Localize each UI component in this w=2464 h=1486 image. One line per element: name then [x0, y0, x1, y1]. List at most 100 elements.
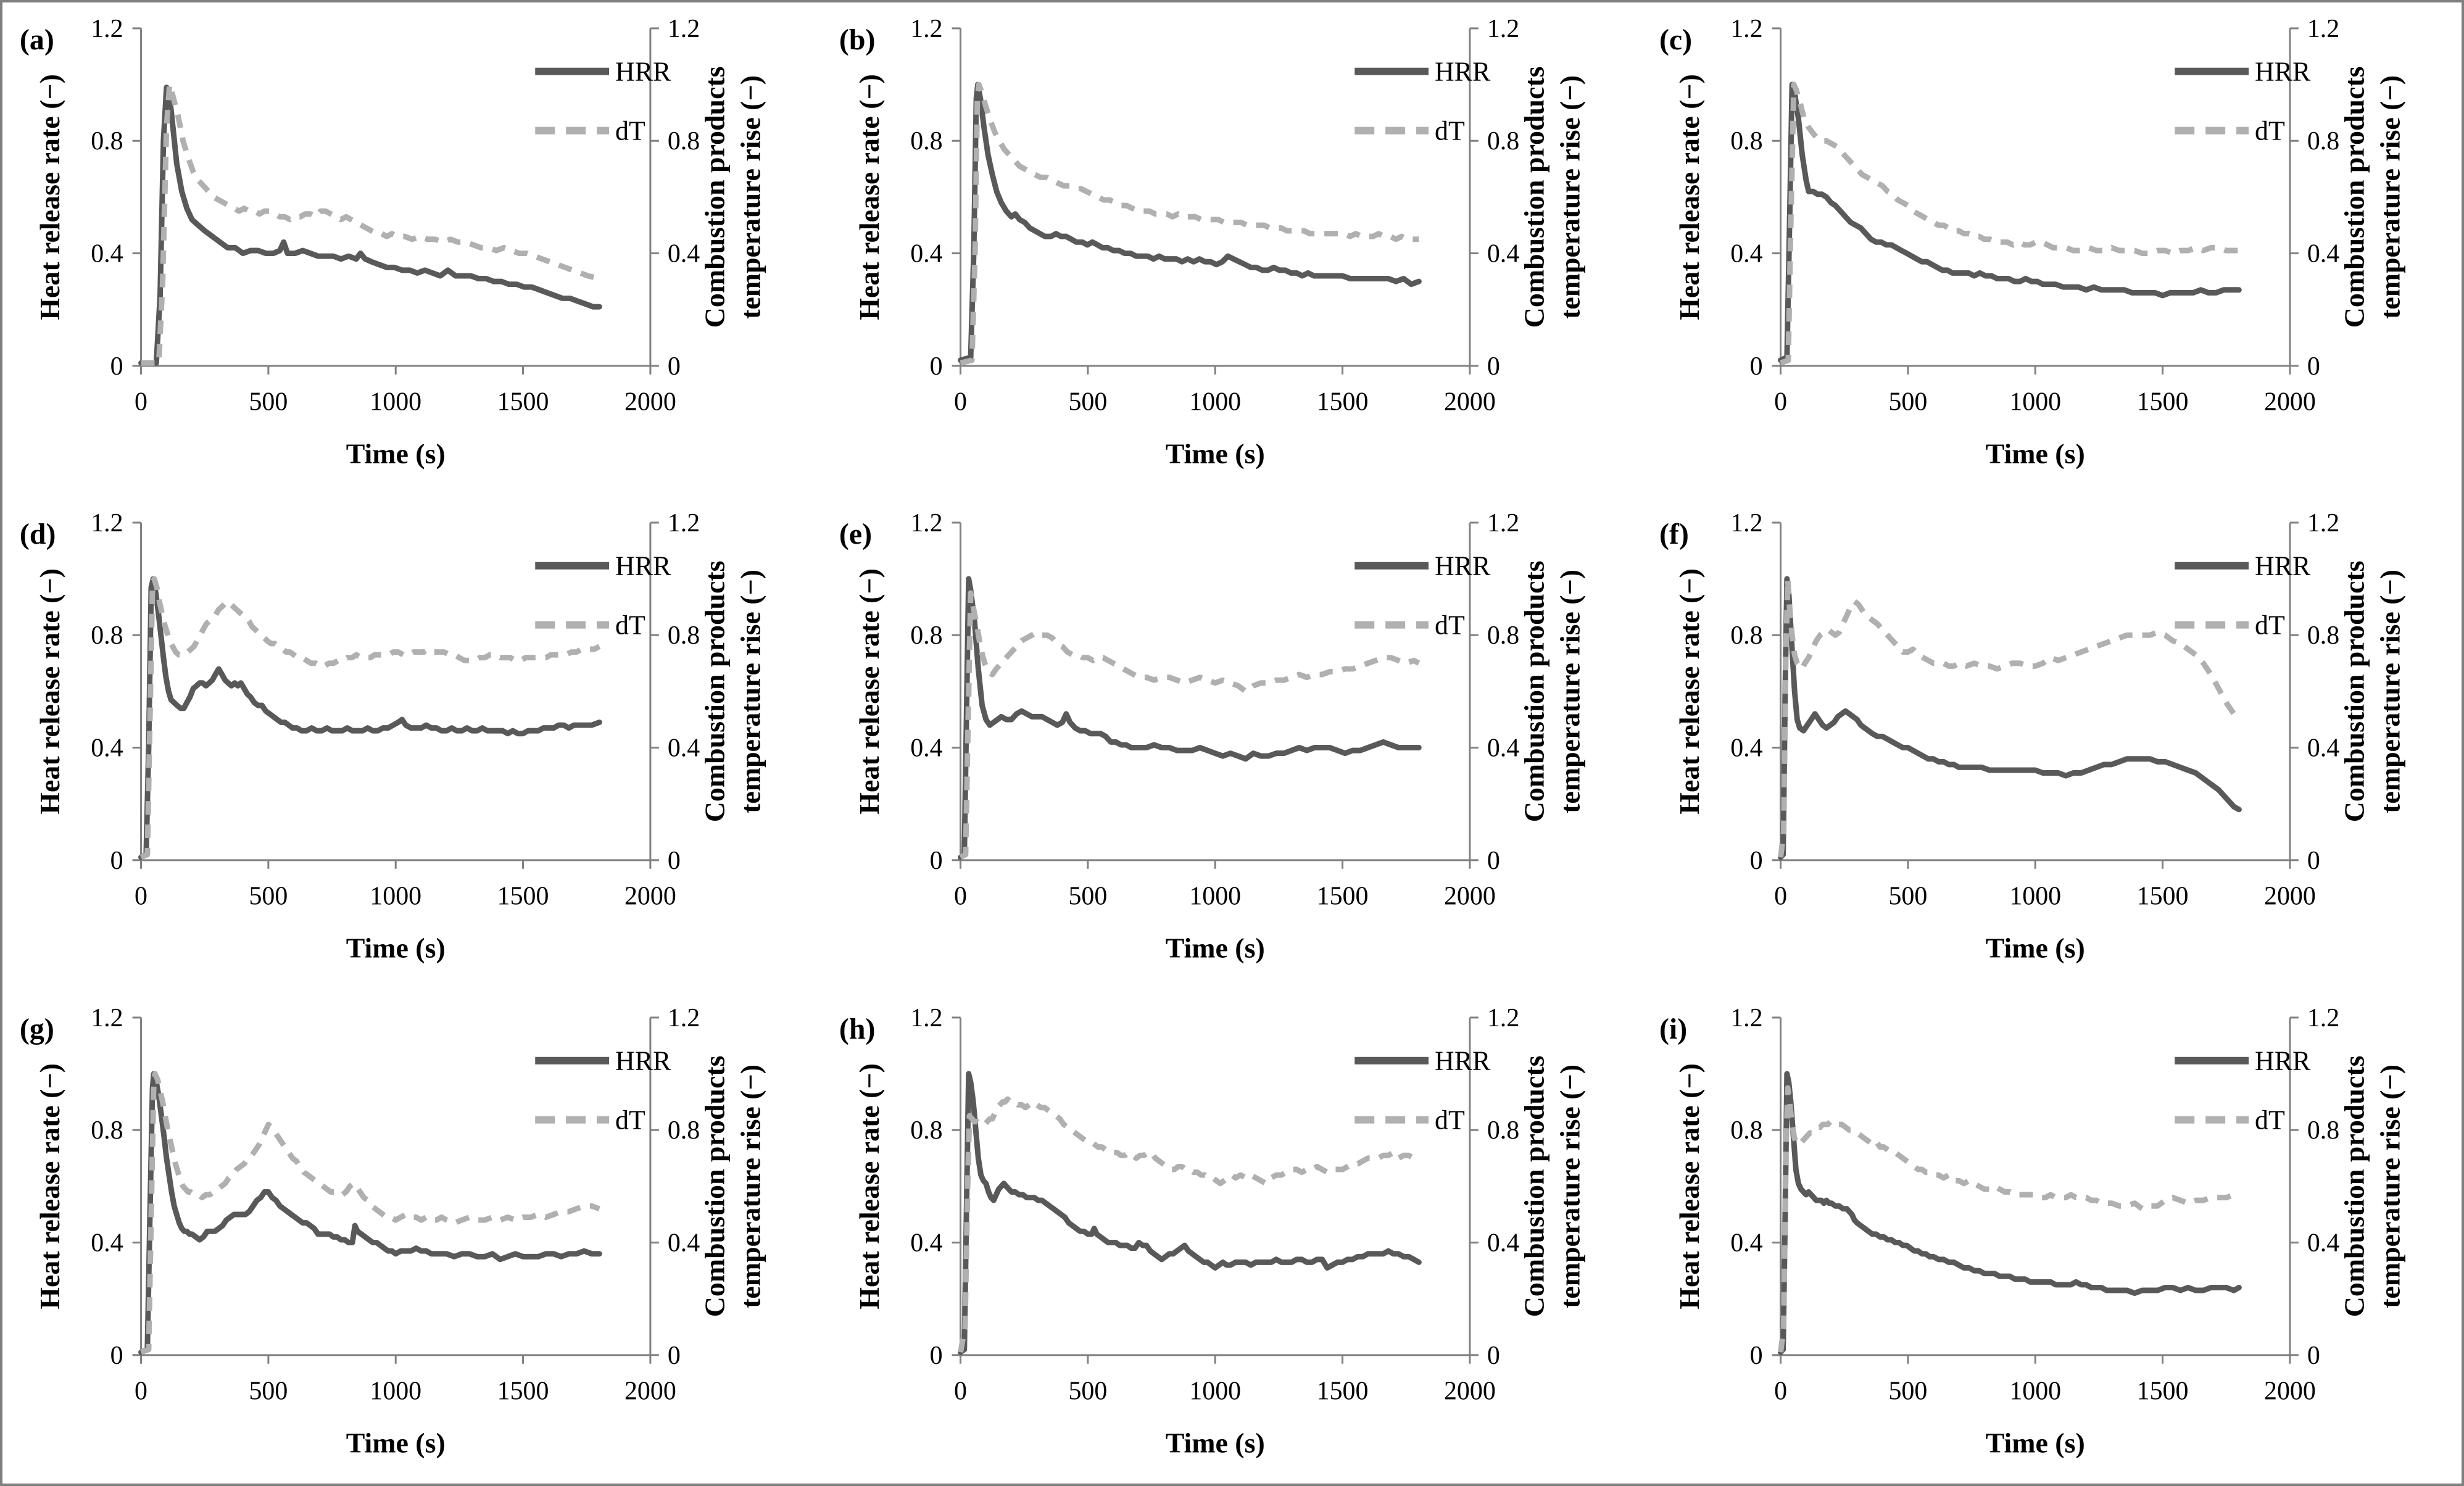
y-tick-label-right: 0.8: [2307, 622, 2339, 650]
x-tick-label: 1500: [1317, 882, 1369, 911]
chart-cell: 0 0 0.4 0.4 0.8 0.8 1.2 1.2 0 500 1000 1500 2000 Time…: [1642, 497, 2462, 991]
x-tick-label: 2000: [1444, 388, 1496, 417]
x-tick-label: 500: [249, 1377, 288, 1405]
legend-hrr-label: HRR: [1435, 57, 1491, 87]
y-tick-label-left: 0.4: [1730, 239, 1762, 268]
y-tick-label-right: 0.4: [668, 239, 700, 268]
subplot-label: (i): [1659, 1013, 1687, 1045]
y-tick-label-right: 0.8: [2307, 127, 2339, 156]
y-tick-label-left: 0: [110, 847, 123, 875]
y-axis-title-right-line2: temperature rise (−): [735, 1065, 766, 1308]
y-tick-label-right: 0: [1487, 1342, 1500, 1370]
y-tick-label-left: 0: [930, 847, 943, 875]
subplot-label: (f): [1659, 518, 1689, 550]
y-tick-label-left: 1.2: [91, 15, 123, 43]
x-tick-label: 0: [135, 1377, 147, 1405]
y-axis-title-right-line2: temperature rise (−): [2374, 1065, 2405, 1308]
y-tick-label-left: 0: [1749, 352, 1762, 381]
x-tick-label: 2000: [2264, 882, 2316, 911]
y-tick-label-left: 1.2: [911, 509, 943, 538]
chart-cell: 0 0 0.4 0.4 0.8 0.8 1.2 1.2 0 500 1000 1500 2000 Time…: [2, 992, 822, 1486]
y-tick-label-right: 0: [668, 1342, 681, 1370]
chart-svg: 0 00.4 0.40.8 0.81.2 1.20 500 1000 1500 2000Time…: [839, 1004, 1586, 1459]
y-axis-title-left: Heat release rate (−): [853, 568, 885, 815]
y-tick-label-right: 0: [2307, 1342, 2320, 1370]
x-tick-label: 1000: [1190, 388, 1242, 417]
chart-cell: 0 0 0.4 0.4 0.8 0.8 1.2 1.2 0 500 1000 1500 2000 Time…: [1642, 2, 2462, 497]
x-tick-label: 500: [1888, 882, 1927, 911]
y-tick-label-right: 0.4: [2307, 1229, 2339, 1257]
y-axis-title-right-line2: temperature rise (−): [1554, 570, 1586, 813]
x-tick-label: 0: [954, 1377, 967, 1405]
y-tick-label-right: 0.8: [668, 127, 700, 156]
y-tick-label-right: 0.4: [2307, 239, 2339, 268]
legend-hrr-label: HRR: [615, 1047, 671, 1076]
hrr-series-line: [958, 81, 1422, 363]
legend-hrr-label: HRR: [2255, 552, 2311, 581]
y-axis-title-right-line1: Combustion products: [1519, 1055, 1550, 1317]
legend-hrr-label: HRR: [2255, 1047, 2311, 1076]
y-axis-title-right-line2: temperature rise (−): [1554, 75, 1586, 319]
x-tick-label: 0: [954, 882, 967, 911]
legend-dt-label: dT: [615, 611, 645, 641]
subplot-label: (d): [20, 518, 56, 550]
x-tick-label: 0: [954, 388, 967, 417]
hrr-series-line: [1777, 81, 2242, 363]
dt-series-line: [141, 81, 600, 366]
x-tick-label: 1500: [1317, 388, 1369, 417]
x-tick-label: 500: [1069, 388, 1108, 417]
y-tick-label-left: 0.8: [91, 1116, 123, 1145]
y-tick-label-right: 1.2: [668, 15, 700, 43]
y-axis-title-left: Heat release rate (−): [853, 74, 885, 320]
hrr-series-line: [958, 1071, 1422, 1355]
legend-hrr-label: HRR: [1435, 1047, 1491, 1076]
y-axis-title-left: Heat release rate (−): [34, 74, 65, 320]
y-axis-title-left: Heat release rate (−): [1673, 568, 1704, 815]
y-axis-title-right-line2: temperature rise (−): [735, 570, 766, 813]
x-tick-label: 1500: [497, 1377, 549, 1405]
legend-dt-label: dT: [1435, 611, 1465, 641]
y-tick-label-left: 0.8: [911, 127, 943, 156]
y-axis-title-left: Heat release rate (−): [1673, 1063, 1704, 1310]
x-tick-label: 0: [1774, 882, 1787, 911]
chart-svg: 0 00.4 0.40.8 0.81.2 1.20 500 1000 1500 2000Time…: [1659, 509, 2406, 964]
y-tick-label-right: 0.8: [1487, 127, 1519, 156]
y-axis-title-left: Heat release rate (−): [34, 1063, 65, 1310]
x-axis-title: Time (s): [1166, 932, 1265, 964]
y-tick-label-left: 1.2: [91, 509, 123, 538]
y-tick-label-right: 0.4: [1487, 1229, 1519, 1257]
x-tick-label: 1500: [1317, 1377, 1369, 1405]
chart-svg: 0 00.4 0.40.8 0.81.2 1.20 500 1000 1500 2000Time…: [839, 15, 1586, 470]
chart-cell: 0 0 0.4 0.4 0.8 0.8 1.2 1.2 0 500 1000 1500 2000 Time…: [2, 497, 822, 991]
y-tick-label-right: 1.2: [2307, 15, 2339, 43]
legend-hrr-label: HRR: [2255, 57, 2311, 87]
y-tick-label-left: 0.4: [91, 734, 123, 763]
y-tick-label-right: 0.4: [1487, 239, 1519, 268]
y-axis-title-right-line2: temperature rise (−): [2374, 75, 2405, 319]
legend-hrr-label: HRR: [615, 552, 671, 581]
dt-series-line: [1777, 576, 2241, 858]
x-tick-label: 500: [1069, 1377, 1108, 1405]
x-tick-label: 1000: [370, 882, 421, 911]
x-tick-label: 500: [249, 388, 288, 417]
hrr-series-line: [138, 576, 602, 861]
y-tick-label-right: 0: [1487, 847, 1500, 875]
dt-series-line: [959, 590, 1421, 860]
subplot-label: (a): [20, 23, 54, 56]
hrr-series-line: [138, 85, 602, 366]
hrr-series-line: [1777, 1071, 2242, 1355]
y-tick-label-right: 0: [668, 847, 681, 875]
legend-dt-label: dT: [2255, 1105, 2285, 1135]
y-tick-label-left: 0.8: [911, 622, 943, 650]
y-tick-label-left: 0: [1749, 847, 1762, 875]
y-tick-label-left: 0: [930, 352, 943, 381]
y-tick-label-left: 1.2: [911, 15, 943, 43]
chart-svg: 0 00.4 0.40.8 0.81.2 1.20 500 1000 1500 2000Time…: [1659, 15, 2406, 470]
y-tick-label-right: 0.8: [1487, 622, 1519, 650]
legend-dt-label: dT: [2255, 117, 2285, 146]
y-tick-label-left: 0.4: [911, 734, 943, 763]
x-axis-title: Time (s): [1166, 1427, 1265, 1458]
y-tick-label-left: 0.4: [91, 239, 123, 268]
y-tick-label-left: 0.4: [91, 1229, 123, 1257]
